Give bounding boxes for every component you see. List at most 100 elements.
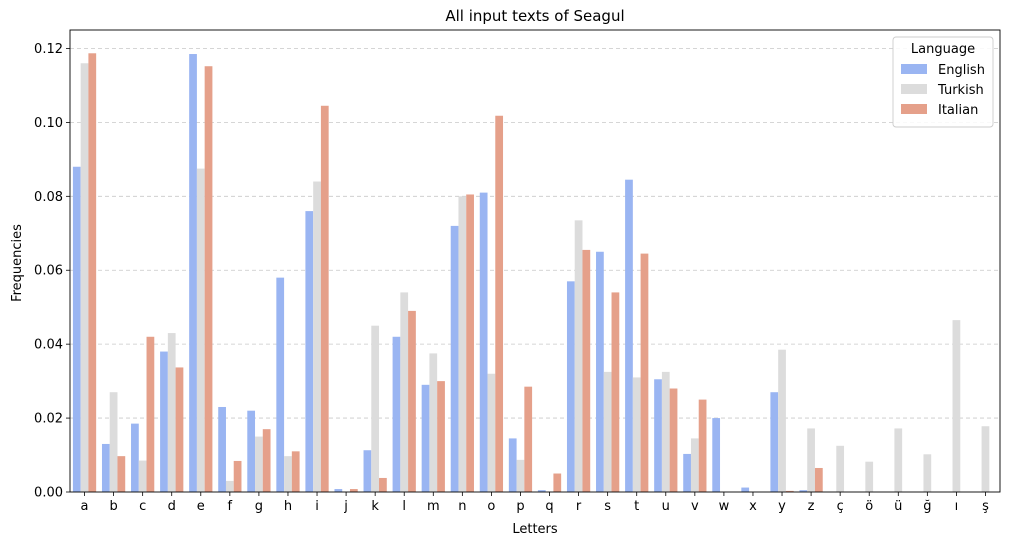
bar-english-p bbox=[508, 438, 517, 492]
x-tick-label: h bbox=[284, 499, 292, 514]
bar-english-s bbox=[596, 251, 604, 492]
bar-english-m bbox=[421, 384, 430, 492]
bar-italian-l bbox=[408, 310, 416, 492]
grid-lines bbox=[70, 48, 1000, 419]
x-tick-label: c bbox=[139, 499, 146, 514]
bar-turkish-l bbox=[400, 292, 409, 492]
x-axis-label: Letters bbox=[512, 522, 558, 537]
bar-italian-t bbox=[640, 253, 649, 492]
bar-italian-n bbox=[466, 194, 474, 493]
x-tick-label: f bbox=[228, 499, 233, 514]
x-tick-label: a bbox=[81, 499, 89, 514]
bar-turkish-e bbox=[196, 168, 205, 492]
bar-turkish-o bbox=[487, 373, 496, 492]
bar-turkish-ö bbox=[865, 461, 874, 492]
y-axis-label: Frequencies bbox=[10, 224, 25, 302]
bar-english-v bbox=[683, 453, 691, 492]
y-tick-label: 0.00 bbox=[34, 486, 63, 501]
bar-italian-p bbox=[524, 386, 533, 492]
legend-swatch-turkish bbox=[901, 84, 927, 94]
bar-italian-b bbox=[117, 456, 126, 492]
legend-label-english: English bbox=[938, 63, 985, 78]
bar-english-g bbox=[247, 410, 256, 492]
x-tick-label: ö bbox=[865, 499, 873, 514]
legend-label-italian: Italian bbox=[938, 103, 978, 118]
bar-italian-i bbox=[320, 105, 329, 492]
bar-english-y bbox=[770, 392, 779, 492]
bar-english-z bbox=[799, 490, 808, 492]
bar-english-e bbox=[189, 54, 197, 493]
x-tick-label: t bbox=[634, 499, 639, 514]
bar-turkish-m bbox=[429, 353, 438, 492]
bar-english-r bbox=[566, 281, 575, 492]
bar-turkish-k bbox=[371, 325, 380, 492]
y-tick-label: 0.06 bbox=[34, 264, 63, 279]
bar-italian-y bbox=[785, 490, 794, 492]
x-tick-label: ü bbox=[894, 499, 902, 514]
legend-swatch-italian bbox=[901, 104, 927, 114]
x-tick-label: i bbox=[315, 499, 319, 514]
bar-turkish-d bbox=[167, 333, 176, 492]
bar-turkish-p bbox=[516, 459, 525, 492]
bar-turkish-r bbox=[574, 220, 583, 492]
bar-italian-o bbox=[495, 115, 504, 493]
x-tick-label: x bbox=[749, 499, 757, 514]
bar-turkish-t bbox=[632, 377, 641, 492]
bar-english-d bbox=[160, 351, 168, 492]
x-tick-label: z bbox=[808, 499, 815, 514]
chart-title: All input texts of Seagul bbox=[445, 7, 624, 25]
bar-turkish-s bbox=[603, 371, 612, 492]
bar-italian-c bbox=[146, 336, 155, 492]
bar-italian-r bbox=[582, 249, 591, 492]
bar-english-q bbox=[537, 490, 546, 492]
x-tick-label: s bbox=[604, 499, 611, 514]
bar-italian-q bbox=[553, 473, 562, 492]
bar-turkish-ş bbox=[981, 426, 990, 492]
x-tick-label: m bbox=[427, 499, 440, 514]
bars bbox=[72, 53, 990, 493]
x-tick-label: ş bbox=[982, 499, 989, 514]
x-tick-label: j bbox=[343, 499, 348, 514]
bar-italian-g bbox=[262, 429, 271, 492]
plot-frame bbox=[69, 29, 1001, 493]
bar-turkish-f bbox=[225, 480, 234, 492]
x-tick-label: ç bbox=[837, 499, 844, 514]
x-tick-label: n bbox=[458, 499, 466, 514]
bar-italian-d bbox=[175, 367, 184, 492]
bar-english-b bbox=[101, 443, 110, 492]
x-tick-label: l bbox=[402, 499, 406, 514]
bar-english-f bbox=[218, 406, 226, 492]
bar-turkish-a bbox=[80, 63, 89, 492]
bar-turkish-g bbox=[255, 436, 263, 492]
bar-english-l bbox=[392, 336, 401, 492]
bar-italian-z bbox=[814, 467, 823, 492]
bar-english-i bbox=[305, 211, 314, 492]
bar-turkish-ğ bbox=[923, 454, 932, 492]
x-tick-label: q bbox=[545, 499, 553, 514]
bar-turkish-b bbox=[109, 392, 118, 492]
bar-turkish-h bbox=[284, 456, 292, 492]
bar-italian-j bbox=[349, 489, 358, 492]
bar-english-t bbox=[625, 179, 633, 493]
bar-turkish-i bbox=[313, 181, 321, 492]
x-tick-label: g bbox=[255, 499, 263, 514]
bar-turkish-n bbox=[458, 196, 467, 492]
y-tick-label: 0.10 bbox=[34, 116, 63, 131]
bar-english-x bbox=[741, 487, 750, 492]
bar-english-o bbox=[479, 192, 488, 492]
x-tick-label: p bbox=[516, 499, 524, 514]
x-tick-label: r bbox=[576, 499, 582, 514]
x-tick-label: o bbox=[487, 499, 495, 514]
x-tick-label: w bbox=[719, 499, 730, 514]
y-tick-label: 0.02 bbox=[34, 412, 63, 427]
x-tick-label: ğ bbox=[923, 499, 931, 514]
bar-english-k bbox=[363, 450, 372, 492]
bar-italian-f bbox=[233, 460, 242, 492]
bar-turkish-z bbox=[807, 428, 815, 492]
x-tick-label: b bbox=[109, 499, 117, 514]
bar-english-j bbox=[334, 489, 343, 492]
bar-italian-h bbox=[291, 451, 300, 492]
x-tick-label: e bbox=[197, 499, 205, 514]
bar-turkish-y bbox=[778, 349, 786, 492]
